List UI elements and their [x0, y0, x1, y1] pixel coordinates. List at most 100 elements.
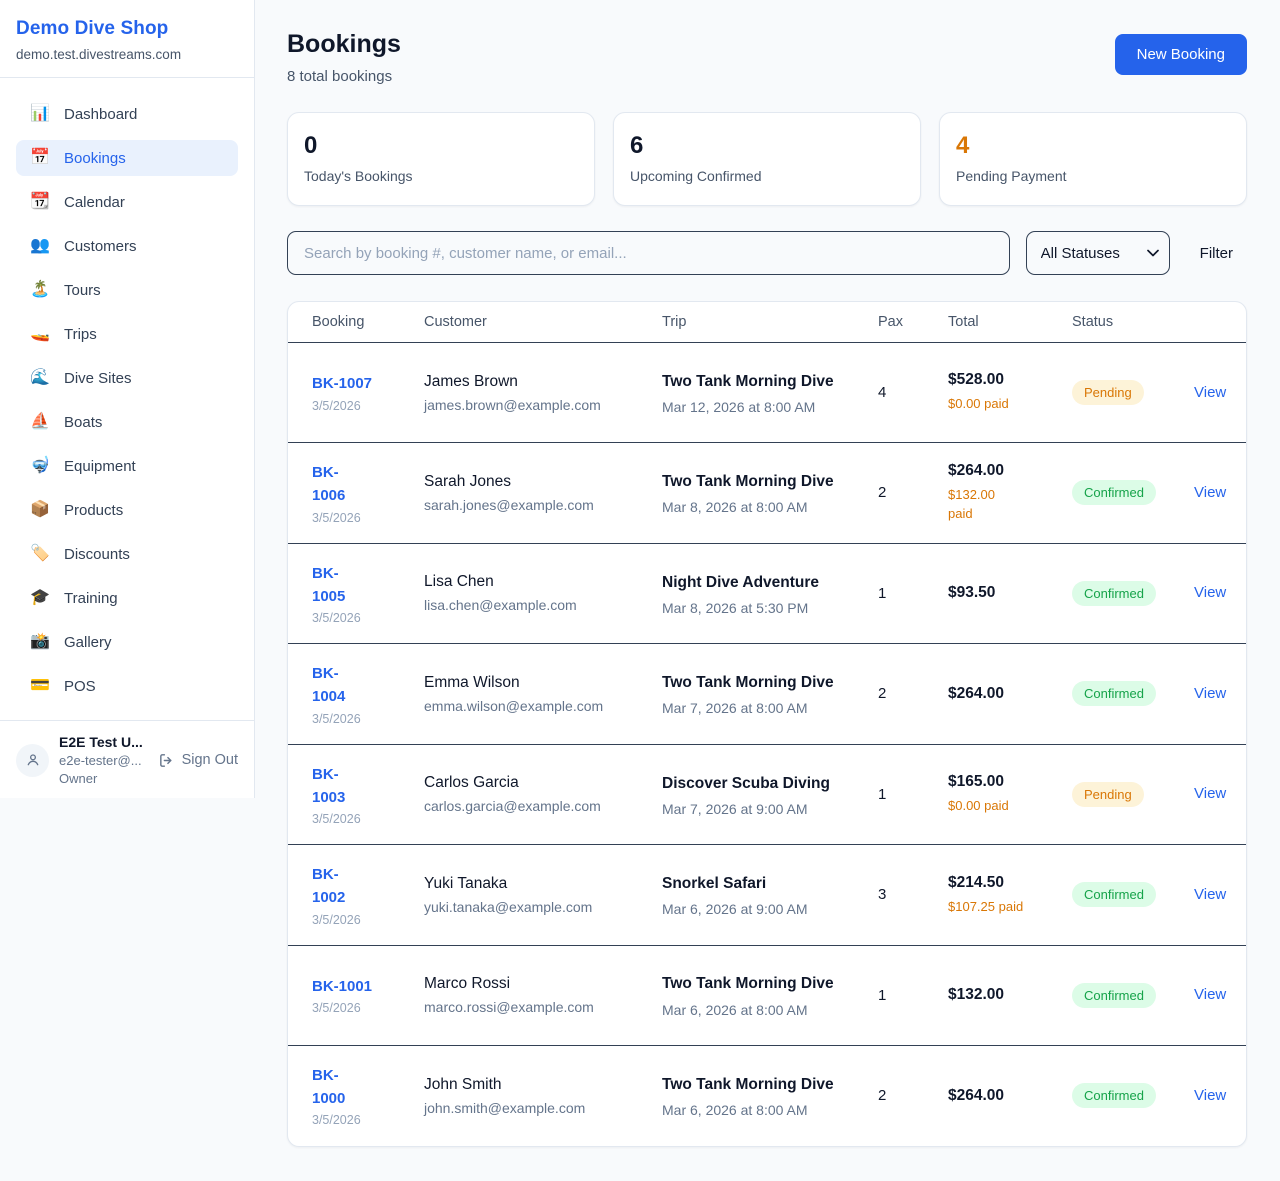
- sidebar-item-dashboard[interactable]: 📊 Dashboard: [16, 96, 238, 132]
- status-cell: Pending: [1072, 380, 1194, 405]
- customer-cell: James Brown james.brown@example.com: [424, 373, 662, 413]
- sidebar-item-bookings[interactable]: 📅 Bookings: [16, 140, 238, 176]
- sidebar-item-label: Tours: [64, 281, 101, 299]
- status-badge: Confirmed: [1072, 580, 1156, 606]
- total-amount: $165.00: [948, 773, 1005, 790]
- search-input[interactable]: [287, 231, 1010, 275]
- view-link[interactable]: View: [1194, 986, 1227, 1003]
- customer-email: lisa.chen@example.com: [424, 597, 577, 614]
- status-badge: Confirmed: [1072, 681, 1156, 707]
- table-row: BK-1000 3/5/2026 John Smith john.smith@exam…: [288, 1046, 1246, 1146]
- sidebar-item-training[interactable]: 🎓 Training: [16, 580, 238, 616]
- avatar: [16, 743, 49, 777]
- stat-card: 0 Today's Bookings: [287, 112, 595, 206]
- customers-icon: 👥: [30, 237, 50, 254]
- sidebar-item-calendar[interactable]: 📆 Calendar: [16, 184, 238, 220]
- user-info: E2E Test U... e2e-tester@... Owner: [59, 734, 148, 786]
- customer-cell: Sarah Jones sarah.jones@example.com: [424, 473, 662, 513]
- trip-cell: Two Tank Morning Dive Mar 7, 2026 at 8:00…: [662, 671, 878, 716]
- customer-cell: Emma Wilson emma.wilson@example.com: [424, 674, 662, 714]
- pax-value: 2: [878, 1087, 887, 1104]
- tours-icon: 🏝️: [30, 281, 50, 298]
- new-booking-button[interactable]: New Booking: [1114, 34, 1247, 75]
- sidebar-item-boats[interactable]: ⛵ Boats: [16, 404, 238, 440]
- total-amount: $528.00: [948, 371, 1005, 389]
- booking-date: 3/5/2026: [312, 611, 361, 625]
- sidebar-item-label: Trips: [64, 325, 97, 343]
- stat-card: 4 Pending Payment: [939, 112, 1247, 206]
- booking-id-link[interactable]: BK-1006: [312, 464, 346, 505]
- total-cell: $528.00 $0.00 paid: [948, 371, 1072, 414]
- products-icon: 📦: [30, 501, 50, 518]
- stat-value: 0: [304, 132, 318, 159]
- status-badge: Confirmed: [1072, 1083, 1156, 1108]
- booking-date: 3/5/2026: [312, 510, 361, 525]
- customer-email: james.brown@example.com: [424, 396, 601, 413]
- sidebar-item-label: Customers: [64, 237, 137, 255]
- booking-cell: BK-1003 3/5/2026: [312, 763, 424, 827]
- sidebar-item-products[interactable]: 📦 Products: [16, 492, 238, 528]
- sidebar-item-discounts[interactable]: 🏷️ Discounts: [16, 536, 238, 572]
- sidebar-item-trips[interactable]: 🚤 Trips: [16, 316, 238, 352]
- customer-cell: Carlos Garcia carlos.garcia@example.com: [424, 774, 662, 814]
- sidebar: Demo Dive Shop demo.test.divestreams.com…: [0, 0, 255, 798]
- filter-button[interactable]: Filter: [1186, 245, 1247, 262]
- view-link[interactable]: View: [1194, 483, 1227, 501]
- stat-label: Pending Payment: [956, 168, 1067, 184]
- pax-value: 2: [878, 484, 887, 502]
- booking-cell: BK-1007 3/5/2026: [312, 372, 424, 412]
- user-role: Owner: [59, 771, 98, 786]
- status-cell: Confirmed: [1072, 882, 1194, 908]
- sidebar-item-pos[interactable]: 💳 POS: [16, 668, 238, 704]
- sidebar-item-dive-sites[interactable]: 🌊 Dive Sites: [16, 360, 238, 396]
- view-link[interactable]: View: [1194, 584, 1227, 602]
- booking-id-link[interactable]: BK-1002: [312, 866, 346, 907]
- booking-id-link[interactable]: BK-1003: [312, 765, 346, 806]
- customer-email: yuki.tanaka@example.com: [424, 898, 593, 915]
- customer-name: Lisa Chen: [424, 573, 494, 591]
- training-icon: 🎓: [30, 589, 50, 606]
- pax-value: 3: [878, 886, 887, 904]
- sidebar-item-gallery[interactable]: 📸 Gallery: [16, 624, 238, 660]
- column-header-pax: Pax: [878, 314, 903, 330]
- trip-cell: Night Dive Adventure Mar 8, 2026 at 5:30 …: [662, 571, 878, 616]
- booking-id-link[interactable]: BK-1004: [312, 665, 346, 706]
- sidebar-item-label: POS: [64, 677, 96, 695]
- sign-out-button[interactable]: Sign Out: [158, 752, 238, 769]
- sidebar-nav: 📊 Dashboard 📅 Bookings 📆 Calendar 👥 Customers 🏝️…: [0, 78, 254, 720]
- view-link[interactable]: View: [1194, 684, 1227, 702]
- trip-datetime: Mar 6, 2026 at 9:00 AM: [662, 901, 808, 918]
- view-link[interactable]: View: [1194, 885, 1227, 903]
- status-filter-select[interactable]: All Statuses: [1025, 231, 1170, 275]
- trip-datetime: Mar 7, 2026 at 9:00 AM: [662, 800, 808, 817]
- sidebar-item-customers[interactable]: 👥 Customers: [16, 228, 238, 264]
- booking-id-link[interactable]: BK-1005: [312, 564, 346, 605]
- customer-name: Sarah Jones: [424, 472, 512, 490]
- trip-cell: Two Tank Morning Dive Mar 8, 2026 at 8:00…: [662, 470, 878, 515]
- sidebar-item-tours[interactable]: 🏝️ Tours: [16, 272, 238, 308]
- stat-value: 6: [630, 132, 644, 159]
- boats-icon: ⛵: [30, 413, 50, 430]
- paid-amount: $107.25 paid: [948, 898, 1024, 914]
- booking-cell: BK-1002 3/5/2026: [312, 863, 424, 927]
- customer-name: Yuki Tanaka: [424, 874, 508, 892]
- bookings-table: Booking Customer Trip Pax Total Status BK-100…: [287, 301, 1247, 1147]
- trip-datetime: Mar 12, 2026 at 8:00 AM: [662, 399, 816, 415]
- trips-icon: 🚤: [30, 325, 50, 342]
- booking-id-link[interactable]: BK-1000: [312, 1066, 346, 1107]
- customer-name: James Brown: [424, 372, 518, 390]
- sidebar-item-label: Training: [64, 589, 118, 607]
- table-row: BK-1006 3/5/2026 Sarah Jones sarah.jones@ex…: [288, 443, 1246, 544]
- view-link[interactable]: View: [1194, 1086, 1227, 1104]
- column-header-total: Total: [948, 314, 979, 330]
- sidebar-item-equipment[interactable]: 🤿 Equipment: [16, 448, 238, 484]
- view-link[interactable]: View: [1194, 383, 1227, 401]
- booking-cell: BK-1000 3/5/2026: [312, 1064, 424, 1128]
- customer-email: sarah.jones@example.com: [424, 496, 594, 513]
- view-link[interactable]: View: [1194, 785, 1227, 803]
- trip-datetime: Mar 8, 2026 at 8:00 AM: [662, 499, 808, 516]
- booking-id-link[interactable]: BK-1001: [312, 977, 373, 995]
- trip-name: Night Dive Adventure: [662, 573, 820, 591]
- total-cell: $93.50: [948, 584, 1072, 602]
- booking-id-link[interactable]: BK-1007: [312, 375, 373, 393]
